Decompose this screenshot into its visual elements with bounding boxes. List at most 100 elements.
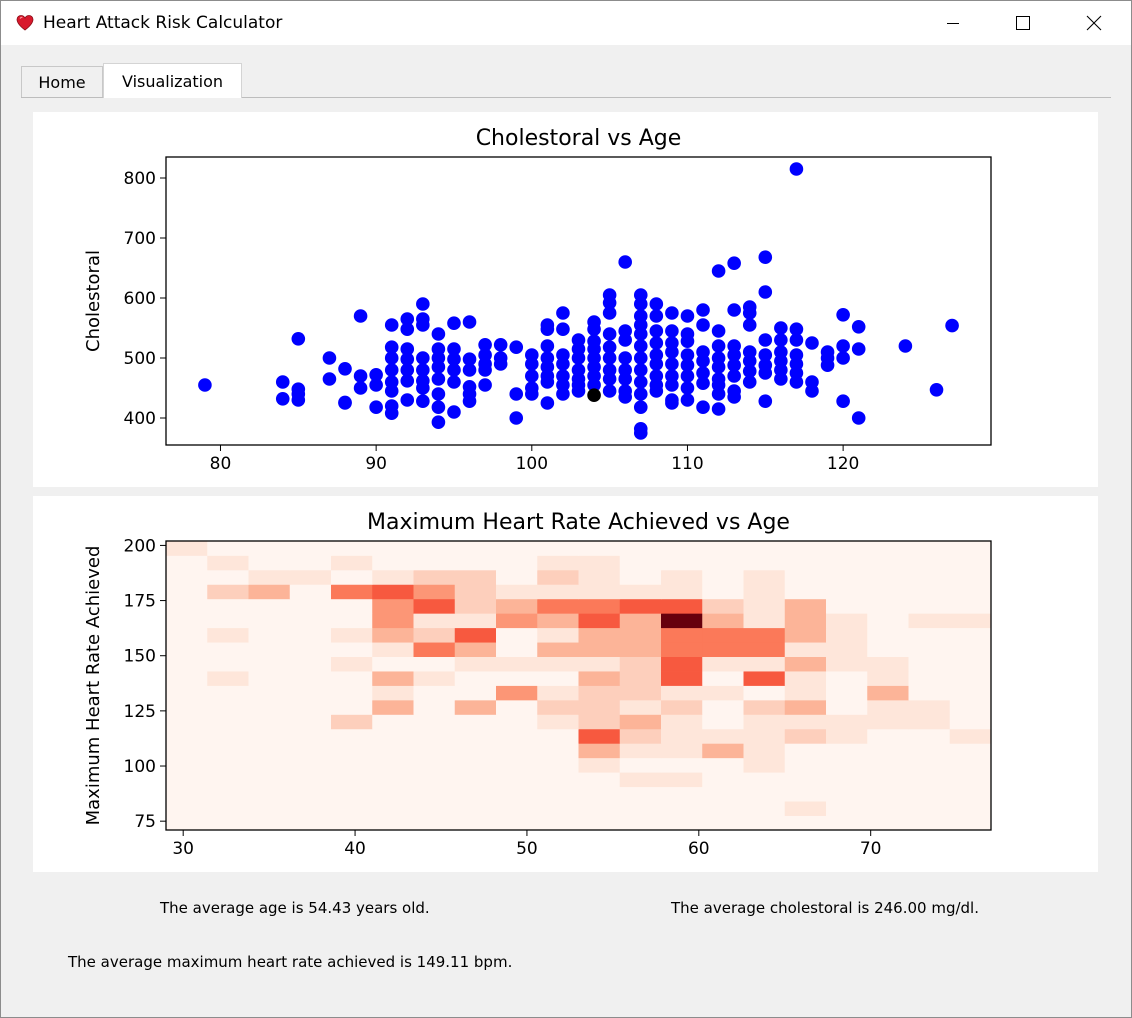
heatmap-cell xyxy=(743,584,786,600)
heatmap-cell xyxy=(826,772,868,788)
heatmap-cell xyxy=(289,815,332,831)
tab-visualization[interactable]: Visualization xyxy=(103,63,242,98)
heatmap-cell xyxy=(331,671,373,686)
heatmap-cell xyxy=(454,772,497,788)
heatmap-cell xyxy=(661,598,703,614)
heatmap-cell xyxy=(413,714,456,730)
x-tick-label: 50 xyxy=(516,839,538,859)
title-bar[interactable]: Heart Attack Risk Calculator xyxy=(1,1,1131,45)
heatmap-cell xyxy=(496,555,538,571)
heatmap-cell xyxy=(949,786,992,802)
heatmap-cell xyxy=(289,772,332,788)
y-tick-label: 600 xyxy=(124,289,156,309)
scatter-point xyxy=(478,338,492,352)
scatter-point xyxy=(556,306,570,320)
heatmap-cell xyxy=(207,627,249,643)
heatmap-cell xyxy=(867,569,909,585)
scatter-point xyxy=(633,426,648,440)
heatmap-cell xyxy=(578,772,621,788)
scatter-point xyxy=(633,297,648,311)
heatmap-cell xyxy=(372,714,414,730)
heatmap-cell xyxy=(702,815,744,831)
heatmap-cell xyxy=(454,685,497,701)
heatmap-cell xyxy=(413,685,456,701)
heatmap-cell xyxy=(661,613,703,629)
heatmap-cell xyxy=(413,772,456,788)
heatmap-cell xyxy=(826,815,868,831)
scatter-point xyxy=(665,396,679,410)
heatmap-cell xyxy=(949,801,992,816)
scatter-point xyxy=(851,342,866,356)
heatmap-cell xyxy=(867,772,909,788)
maximize-button[interactable] xyxy=(988,1,1058,45)
heatmap-cell xyxy=(496,627,538,643)
scatter-point xyxy=(447,363,461,377)
heatmap-cell xyxy=(289,699,332,715)
scatter-point xyxy=(353,369,368,383)
x-tick-label: 80 xyxy=(210,454,232,474)
scatter-point xyxy=(758,250,773,264)
scatter-point xyxy=(945,318,959,333)
heatmap-cell xyxy=(661,743,703,759)
heatmap-cell xyxy=(784,541,827,556)
heatmap-cell xyxy=(702,627,744,643)
tab-home[interactable]: Home xyxy=(21,66,103,97)
scatter-point xyxy=(369,368,383,382)
heatmap-cell xyxy=(743,699,786,715)
heatmap-cell xyxy=(454,584,497,600)
scatter-point xyxy=(400,342,415,356)
heatmap-cell xyxy=(413,613,456,629)
scatter-point xyxy=(416,363,430,377)
heatmap-cell xyxy=(331,801,373,816)
scatter-point xyxy=(649,324,664,338)
heatmap-cell xyxy=(743,772,786,788)
heatmap-cell xyxy=(826,541,868,556)
heatmap-cell xyxy=(289,685,332,701)
heatmap-cell xyxy=(331,757,373,773)
scatter-point xyxy=(774,321,788,335)
heatmap-cell xyxy=(661,569,703,585)
heatmap-cell xyxy=(372,598,414,614)
x-tick-label: 40 xyxy=(344,839,366,859)
heatmap-cell xyxy=(661,714,703,730)
y-tick-label: 150 xyxy=(124,647,156,667)
heatmap-cell xyxy=(702,671,744,686)
scatter-point xyxy=(680,369,695,383)
heatmap-cell xyxy=(661,815,703,831)
heatmap-cell xyxy=(949,627,992,643)
scatter-point xyxy=(758,333,773,347)
heatmap-cell xyxy=(207,541,249,556)
heatmap-cell xyxy=(702,656,744,672)
heatmap-cell xyxy=(454,801,497,816)
heatmap-cell xyxy=(207,757,249,773)
heatmap-cell xyxy=(248,728,291,744)
heatmap-cell xyxy=(619,569,662,585)
heatmap-cell xyxy=(867,627,909,643)
heatmap-cell xyxy=(578,801,621,816)
scatter-point xyxy=(525,369,539,383)
heatmap-cell xyxy=(784,772,827,788)
scatter-point xyxy=(836,351,850,365)
close-button[interactable] xyxy=(1059,1,1129,45)
scatter-point xyxy=(416,318,430,332)
scatter-point xyxy=(898,339,913,353)
scatter-point xyxy=(758,366,773,380)
heatmap-cell xyxy=(496,671,538,686)
heatmap-cell xyxy=(867,743,909,759)
heatmap-cell xyxy=(537,555,579,571)
heatmap-cell xyxy=(619,728,662,744)
minimize-button[interactable] xyxy=(918,1,988,45)
heatmap-cell xyxy=(496,584,538,600)
heatmap-cell xyxy=(661,541,703,556)
heatmap-cell xyxy=(372,541,414,556)
heatmap-cell xyxy=(619,627,662,643)
heatmap-cell xyxy=(372,555,414,571)
heatmap-cell xyxy=(331,541,373,556)
heatmap-cell xyxy=(578,555,621,571)
minimize-icon xyxy=(947,23,959,24)
heatmap-cell xyxy=(537,613,579,629)
heatmap-cell xyxy=(702,642,744,657)
heatmap-cell xyxy=(413,815,456,831)
scatter-point xyxy=(198,378,212,392)
